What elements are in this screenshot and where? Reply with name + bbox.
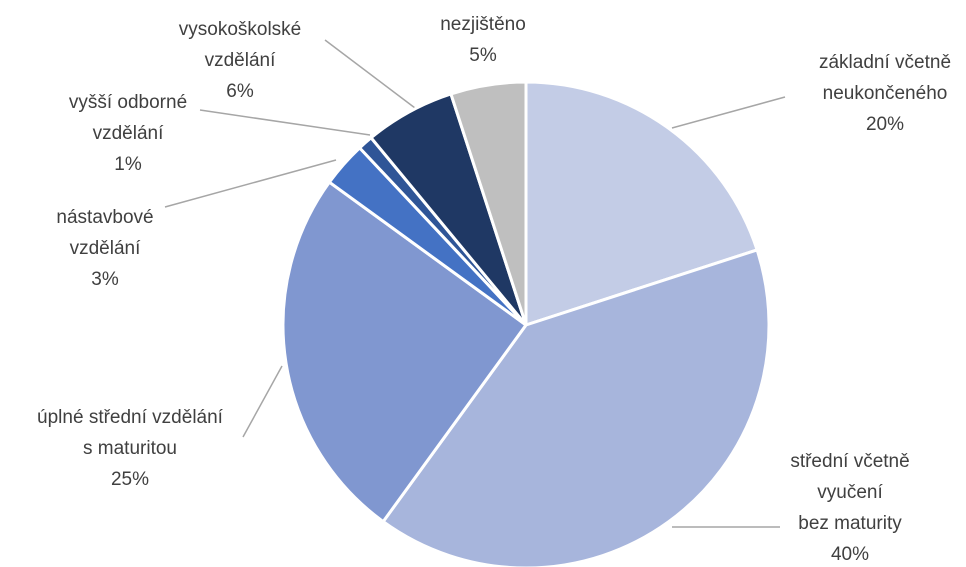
pie-slice <box>449 80 528 326</box>
leader-line <box>324 39 416 109</box>
value-label: 25% <box>111 469 149 490</box>
category-label: vysokoškolské vzdělání <box>179 19 302 71</box>
category-label: základní včetně neukončeného <box>819 52 951 104</box>
value-label: 40% <box>831 544 869 565</box>
value-label: 6% <box>226 81 254 102</box>
leader-lines <box>164 39 786 528</box>
leader-line <box>671 96 786 129</box>
category-label: nástavbové vzdělání <box>56 207 153 259</box>
pie-slice <box>281 180 529 524</box>
value-label: 5% <box>469 45 497 66</box>
leader-line <box>199 109 371 136</box>
pie-slice <box>524 80 759 328</box>
value-label: 1% <box>114 154 142 175</box>
leader-line <box>242 365 283 438</box>
value-label: 20% <box>866 114 904 135</box>
category-label: nezjištěno <box>440 14 526 35</box>
category-label: střední včetně vyučení bez maturity <box>790 451 909 534</box>
category-label: vyšší odborné vzdělání <box>69 92 187 144</box>
pie-slice <box>381 248 771 567</box>
leader-line <box>164 159 337 208</box>
category-label: úplné střední vzdělání s maturitou <box>37 407 224 459</box>
value-label: 3% <box>91 269 119 290</box>
